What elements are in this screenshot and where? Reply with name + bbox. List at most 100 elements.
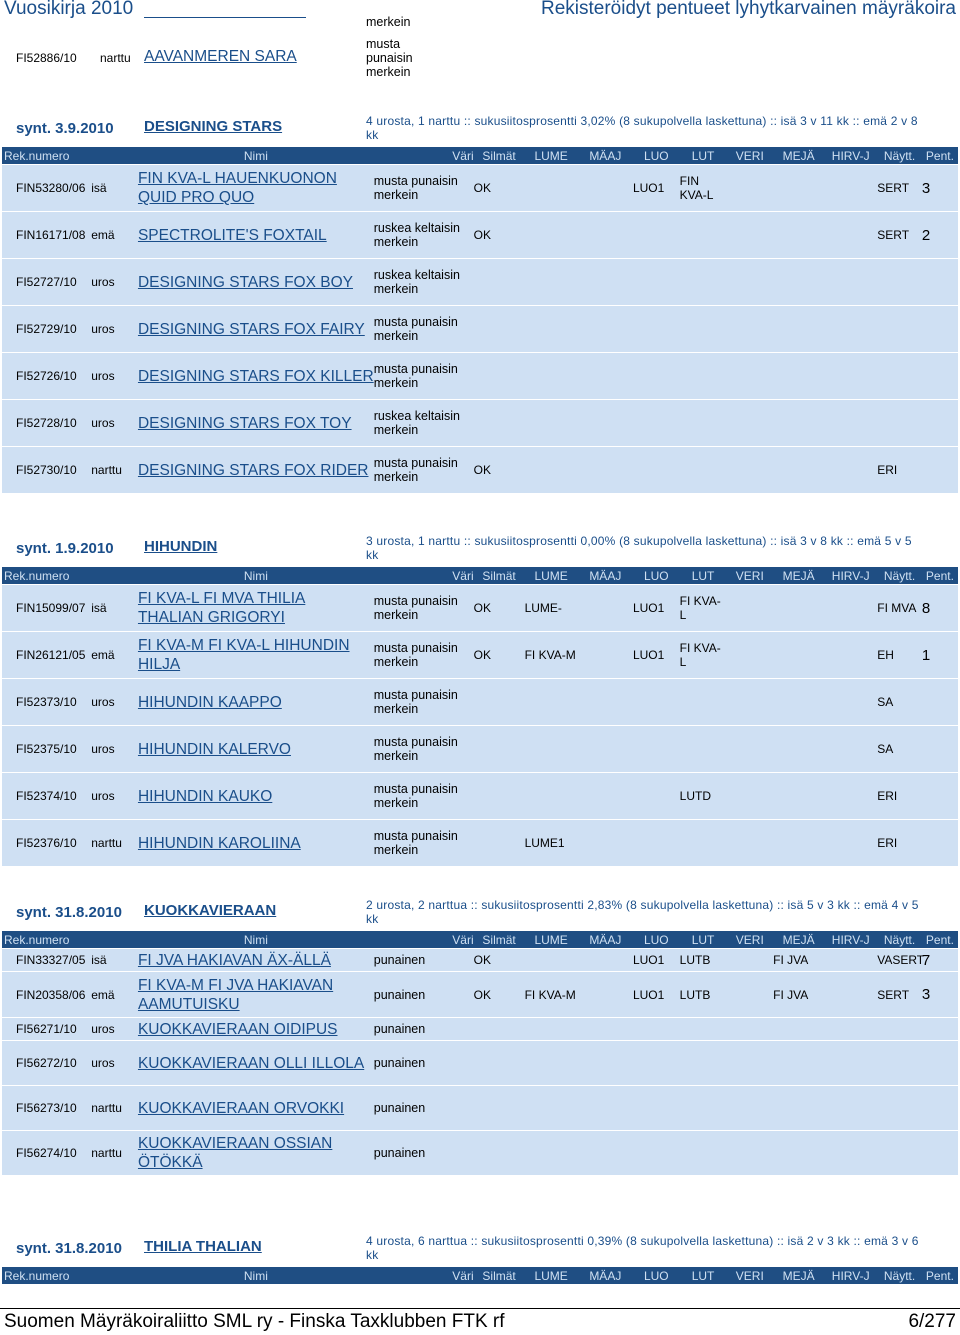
lume-cell xyxy=(525,165,578,211)
sex: narttu xyxy=(91,447,138,493)
column-header[interactable]: Silmät xyxy=(474,931,525,948)
dog-name-link[interactable]: KUOKKAVIERAAN OLLI ILLOLA xyxy=(138,1055,364,1072)
column-header[interactable]: HIRV-J xyxy=(824,567,877,584)
column-header[interactable]: Näytt. xyxy=(877,1267,922,1284)
silmat-cell xyxy=(474,1018,525,1040)
hirv-cell xyxy=(824,1018,877,1040)
luo-cell xyxy=(633,679,680,725)
column-header[interactable]: LUO xyxy=(633,931,680,948)
column-header[interactable]: LUO xyxy=(633,147,680,164)
dog-name-link[interactable]: HIHUNDIN KALERVO xyxy=(138,741,291,758)
column-header[interactable]: Silmät xyxy=(474,567,525,584)
column-header[interactable]: LUT xyxy=(680,931,727,948)
puppy-count: 3 xyxy=(922,165,958,211)
name-cell: FIN KVA-L HAUENKUONON QUID PRO QUO xyxy=(138,165,374,211)
column-header[interactable]: Nimi xyxy=(138,1267,374,1284)
dog-name-link[interactable]: SPECTROLITE'S FOXTAIL xyxy=(138,227,327,244)
kennel-name-link[interactable]: KUOKKAVIERAAN xyxy=(144,902,276,919)
column-header[interactable]: LUME xyxy=(525,1267,578,1284)
maaj-cell xyxy=(578,1018,633,1040)
luo-cell xyxy=(633,1041,680,1085)
column-header[interactable]: MÄAJ xyxy=(578,567,633,584)
table-row: FI52374/10urosHIHUNDIN KAUKOmusta punais… xyxy=(2,773,958,819)
color-cell: musta punaisin merkein xyxy=(374,726,474,772)
dog-name-link[interactable]: KUOKKAVIERAAN ORVOKKI xyxy=(138,1100,344,1117)
dog-name-link[interactable]: DESIGNING STARS FOX RIDER xyxy=(138,462,369,479)
column-header[interactable]: VERI xyxy=(726,147,773,164)
dog-name-link[interactable]: DESIGNING STARS FOX TOY xyxy=(138,415,352,432)
dog-name-link[interactable]: FI JVA HAKIAVAN ÄX-ÄLLÄ xyxy=(138,952,331,969)
dog-name-link[interactable]: KUOKKAVIERAAN OSSIAN ÖTÖKKÄ xyxy=(138,1135,332,1171)
column-header[interactable]: Väri xyxy=(374,1267,474,1284)
column-header[interactable]: MEJÄ xyxy=(773,931,824,948)
veri-cell xyxy=(726,212,773,258)
column-header[interactable]: LUO xyxy=(633,567,680,584)
column-header[interactable]: Nimi xyxy=(138,147,374,164)
kennel-name-link[interactable]: THILIA THALIAN xyxy=(144,1238,262,1255)
kennel-name-link[interactable]: DESIGNING STARS xyxy=(144,118,282,135)
dog-name-link[interactable]: HIHUNDIN KAAPPO xyxy=(138,694,282,711)
dog-name-link[interactable]: AAVANMEREN SARA xyxy=(144,48,297,66)
dog-name-link[interactable]: HIHUNDIN KAUKO xyxy=(138,788,272,805)
column-header[interactable]: HIRV-J xyxy=(824,931,877,948)
column-header[interactable]: Nimi xyxy=(138,567,374,584)
column-header[interactable]: LUT xyxy=(680,147,727,164)
column-header[interactable]: Rek.numero xyxy=(2,147,138,164)
sex: uros xyxy=(91,306,138,352)
column-header[interactable]: MÄAJ xyxy=(578,1267,633,1284)
column-header[interactable]: HIRV-J xyxy=(824,1267,877,1284)
litter-header: synt. 31.8.2010KUOKKAVIERAAN2 urosta, 2 … xyxy=(0,896,960,930)
dog-name-link[interactable]: HIHUNDIN KAROLIINA xyxy=(138,835,301,852)
column-header[interactable]: MEJÄ xyxy=(773,1267,824,1284)
column-header[interactable]: Rek.numero xyxy=(2,1267,138,1284)
dog-name-link[interactable]: DESIGNING STARS FOX KILLER xyxy=(138,368,374,385)
column-header[interactable]: Silmät xyxy=(474,1267,525,1284)
column-header[interactable]: MÄAJ xyxy=(578,931,633,948)
column-header[interactable]: HIRV-J xyxy=(824,147,877,164)
dog-name-link[interactable]: FI KVA-M FI KVA-L HIHUNDIN HILJA xyxy=(138,637,350,673)
dog-name-link[interactable]: FI KVA-L FI MVA THILIA THALIAN GRIGORYI xyxy=(138,590,305,626)
lume-cell xyxy=(525,400,578,446)
column-header[interactable]: LUME xyxy=(525,931,578,948)
dog-name-link[interactable]: FI KVA-M FI JVA HAKIAVAN AAMUTUISKU xyxy=(138,977,333,1013)
column-header[interactable]: MÄAJ xyxy=(578,147,633,164)
column-header[interactable]: Väri xyxy=(374,147,474,164)
maaj-cell xyxy=(578,212,633,258)
column-header[interactable]: MEJÄ xyxy=(773,567,824,584)
puppy-count xyxy=(922,400,958,446)
dog-name-link[interactable]: FIN KVA-L HAUENKUONON QUID PRO QUO xyxy=(138,170,337,206)
column-header[interactable]: Pent. xyxy=(922,147,958,164)
column-header[interactable]: VERI xyxy=(726,567,773,584)
puppy-count xyxy=(922,447,958,493)
column-header[interactable]: Rek.numero xyxy=(2,567,138,584)
dog-name-link[interactable]: KUOKKAVIERAAN OIDIPUS xyxy=(138,1021,338,1038)
column-header[interactable]: LUT xyxy=(680,1267,727,1284)
sex: narttu xyxy=(100,51,131,65)
column-header[interactable]: Pent. xyxy=(922,931,958,948)
column-header[interactable]: LUME xyxy=(525,567,578,584)
column-header[interactable]: Näytt. xyxy=(877,931,922,948)
table-row: FI52375/10urosHIHUNDIN KALERVOmusta puna… xyxy=(2,726,958,772)
column-header[interactable]: Näytt. xyxy=(877,147,922,164)
column-header[interactable]: Silmät xyxy=(474,147,525,164)
column-header[interactable]: Rek.numero xyxy=(2,931,138,948)
column-header[interactable]: Pent. xyxy=(922,567,958,584)
column-header[interactable]: LUT xyxy=(680,567,727,584)
column-header[interactable]: Väri xyxy=(374,931,474,948)
column-header[interactable]: Nimi xyxy=(138,931,374,948)
column-header[interactable]: Väri xyxy=(374,567,474,584)
dog-name-link[interactable]: DESIGNING STARS FOX FAIRY xyxy=(138,321,365,338)
column-header[interactable]: Näytt. xyxy=(877,567,922,584)
column-header[interactable]: VERI xyxy=(726,1267,773,1284)
column-header[interactable]: Pent. xyxy=(922,1267,958,1284)
dog-name-link[interactable]: DESIGNING STARS FOX BOY xyxy=(138,274,353,291)
column-header[interactable]: LUO xyxy=(633,1267,680,1284)
column-header[interactable]: VERI xyxy=(726,931,773,948)
column-header[interactable]: MEJÄ xyxy=(773,147,824,164)
meja-cell xyxy=(773,820,824,866)
name-cell: KUOKKAVIERAAN OLLI ILLOLA xyxy=(138,1041,374,1085)
naytt-cell: SERT xyxy=(877,165,922,211)
column-header[interactable]: LUME xyxy=(525,147,578,164)
table-row: FI52729/10urosDESIGNING STARS FOX FAIRYm… xyxy=(2,306,958,352)
kennel-name-link[interactable]: HIHUNDIN xyxy=(144,538,217,555)
